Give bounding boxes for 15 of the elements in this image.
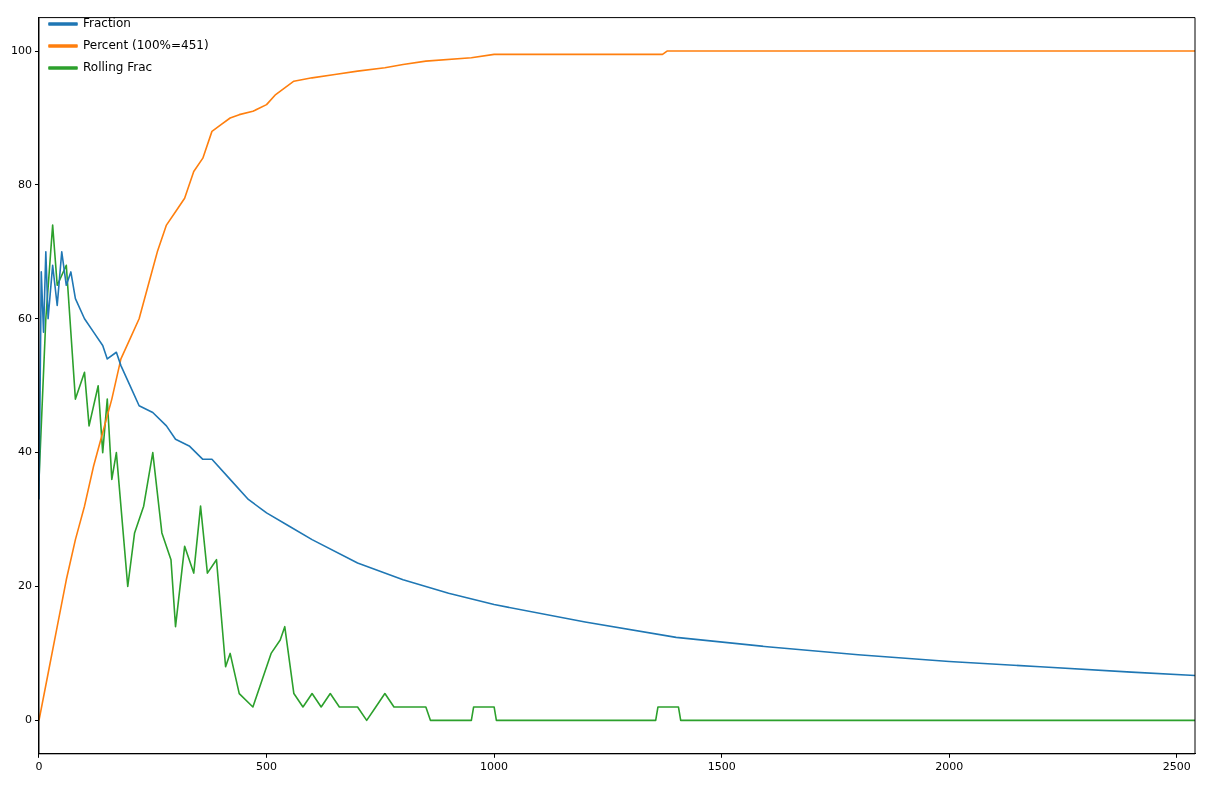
legend-label: Fraction bbox=[83, 16, 131, 31]
y-tick-label: 80 bbox=[18, 177, 32, 191]
x-tick-label: 2000 bbox=[935, 760, 964, 774]
x-tick-label: 0 bbox=[35, 760, 43, 774]
x-tick-label: 1500 bbox=[707, 760, 736, 774]
y-tick-label: 0 bbox=[25, 713, 32, 727]
y-tick-label: 60 bbox=[18, 311, 32, 325]
y-tick-label: 40 bbox=[18, 445, 32, 459]
y-tick-label: 100 bbox=[11, 43, 32, 57]
x-tick-label: 2500 bbox=[1162, 760, 1191, 774]
x-tick-label: 1000 bbox=[480, 760, 509, 774]
legend-label: Percent (100%=451) bbox=[83, 38, 209, 53]
x-tick-label: 500 bbox=[256, 760, 278, 774]
legend-label: Rolling Frac bbox=[83, 60, 153, 75]
y-tick-label: 20 bbox=[18, 579, 32, 593]
